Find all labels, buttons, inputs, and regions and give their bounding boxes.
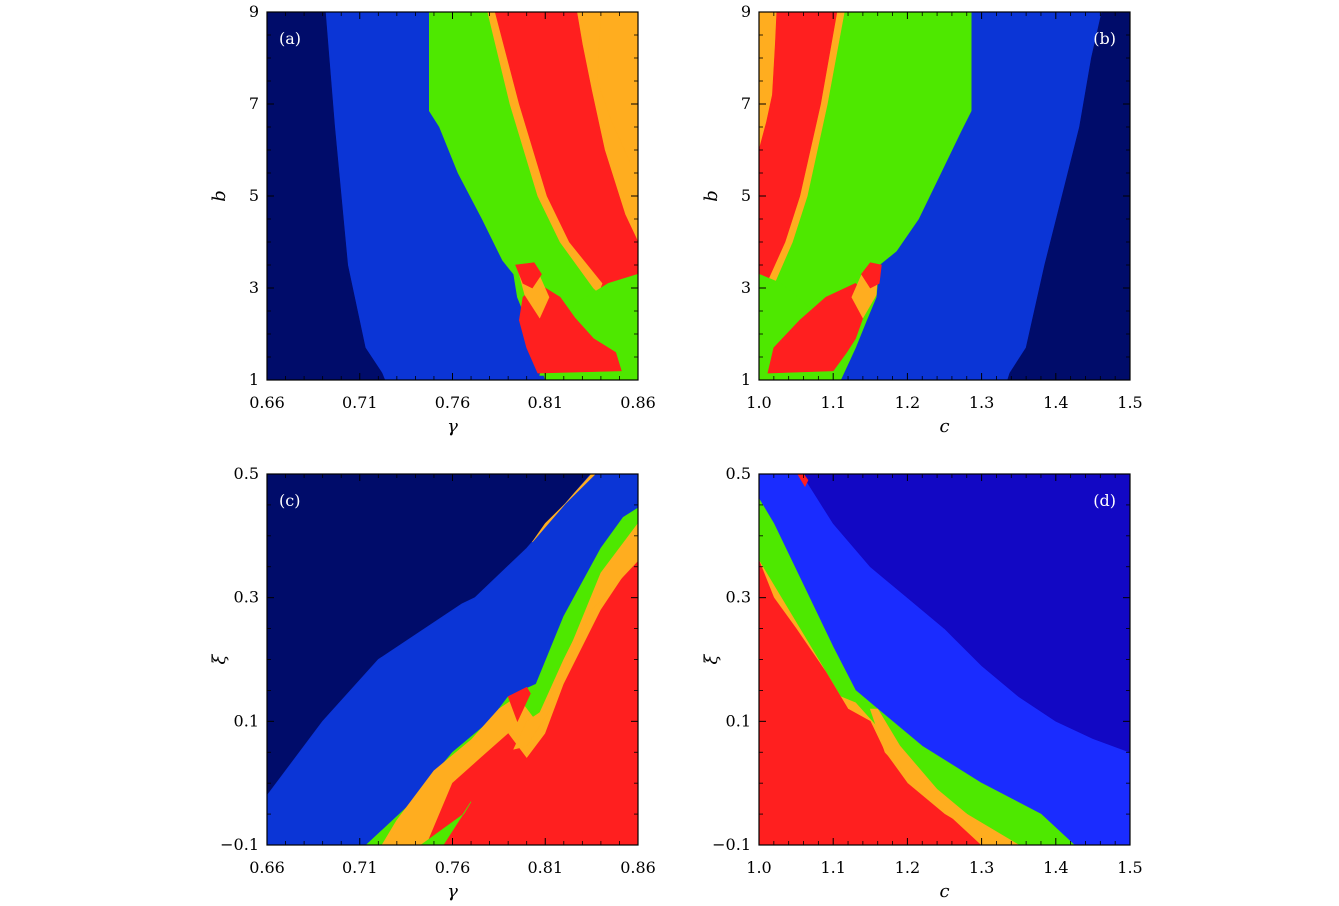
ytick-label-b: 1 (741, 370, 751, 389)
xtick-label-a: 0.81 (527, 393, 563, 412)
region-d-1-indigo (801, 474, 1130, 753)
region-c-4-red (426, 553, 638, 845)
region-b-1-navy (1007, 12, 1130, 380)
xtick-label-a: 0.76 (435, 393, 471, 412)
ytick-label-a: 9 (249, 2, 259, 21)
ytick-label-b: 7 (741, 94, 751, 113)
xtick-label-c: 0.81 (527, 858, 563, 877)
xtick-label-d: 1.1 (820, 858, 845, 877)
xtick-label-d: 1.0 (746, 858, 771, 877)
panel-label-a: (a) (279, 29, 301, 48)
ytick-label-a: 1 (249, 370, 259, 389)
plot-area-d (759, 474, 1130, 845)
xtick-label-b: 1.2 (895, 393, 920, 412)
xtick-label-a: 0.66 (249, 393, 285, 412)
ytick-label-d: −0.1 (712, 835, 751, 854)
xtick-label-d: 1.3 (969, 858, 994, 877)
region-b-9-red (861, 262, 882, 289)
xtick-label-a: 0.71 (342, 393, 378, 412)
ylabel-c: ξ (209, 653, 230, 664)
xtick-label-b: 1.3 (969, 393, 994, 412)
ytick-label-a: 7 (249, 94, 259, 113)
region-d-6-red (797, 474, 809, 488)
plot-area-c (267, 474, 638, 845)
xtick-label-c: 0.86 (620, 858, 656, 877)
xtick-label-b: 1.1 (820, 393, 845, 412)
ytick-label-d: 0.5 (726, 464, 751, 483)
ytick-label-c: −0.1 (220, 835, 259, 854)
region-c-8-orange (532, 474, 596, 543)
region-c-7-red (507, 686, 531, 723)
panel-d: 1.0 1.1 1.2 1.3 1.4 1.5 −0.1 0.1 0.3 0.5 c ξ (d) (701, 464, 1143, 902)
region-d-4-red (759, 560, 997, 845)
xlabel-d: c (939, 881, 949, 902)
panel-label-b: (b) (1093, 29, 1116, 48)
panel-c: 0.66 0.71 0.76 0.81 0.86 −0.1 0.1 0.3 0.5 γ ξ (c) (209, 464, 656, 902)
ytick-label-a: 5 (249, 186, 259, 205)
ytick-label-b: 3 (741, 278, 751, 297)
plot-area-a (267, 12, 638, 380)
ytick-label-c: 0.5 (234, 464, 259, 483)
xtick-label-d: 1.5 (1117, 858, 1142, 877)
xtick-label-c: 0.71 (342, 858, 378, 877)
region-b-4-red (759, 12, 838, 302)
ylabel-d: ξ (701, 653, 722, 664)
ytick-label-c: 0.1 (234, 711, 259, 730)
ytick-label-b: 9 (741, 2, 751, 21)
region-d-5-orange (869, 708, 1005, 845)
region-a-10-red (515, 262, 542, 289)
region-c-5-green (420, 801, 472, 845)
region-a-4-red (494, 12, 638, 312)
xlabel-b: c (939, 416, 949, 437)
region-c-6-orange (513, 523, 638, 750)
xtick-label-b: 1.5 (1117, 393, 1142, 412)
ytick-label-d: 0.3 (726, 588, 751, 607)
ytick-label-c: 0.3 (234, 588, 259, 607)
ylabel-b: b (701, 190, 722, 202)
xtick-label-b: 1.0 (746, 393, 771, 412)
xtick-label-d: 1.2 (895, 858, 920, 877)
xlabel-a: γ (447, 416, 458, 437)
xtick-label-c: 0.66 (249, 858, 285, 877)
ytick-label-d: 0.1 (726, 711, 751, 730)
panel-label-c: (c) (279, 491, 300, 510)
xtick-label-d: 1.4 (1043, 858, 1068, 877)
region-a-1-navy (267, 12, 386, 380)
xtick-label-c: 0.76 (435, 858, 471, 877)
xlabel-c: γ (447, 881, 458, 902)
plot-area-b (759, 12, 1130, 380)
xtick-label-a: 0.86 (620, 393, 656, 412)
xtick-label-b: 1.4 (1043, 393, 1068, 412)
panel-label-d: (d) (1093, 491, 1116, 510)
panel-a: 0.66 0.71 0.76 0.81 0.86 1 3 5 7 9 γ b (a) (209, 2, 656, 437)
region-a-6-orange (596, 12, 638, 183)
ytick-label-a: 3 (249, 278, 259, 297)
panel-b: 1.0 1.1 1.2 1.3 1.4 1.5 1 3 5 7 9 c b (b) (701, 2, 1143, 437)
ylabel-a: b (209, 190, 230, 202)
ytick-label-b: 5 (741, 186, 751, 205)
